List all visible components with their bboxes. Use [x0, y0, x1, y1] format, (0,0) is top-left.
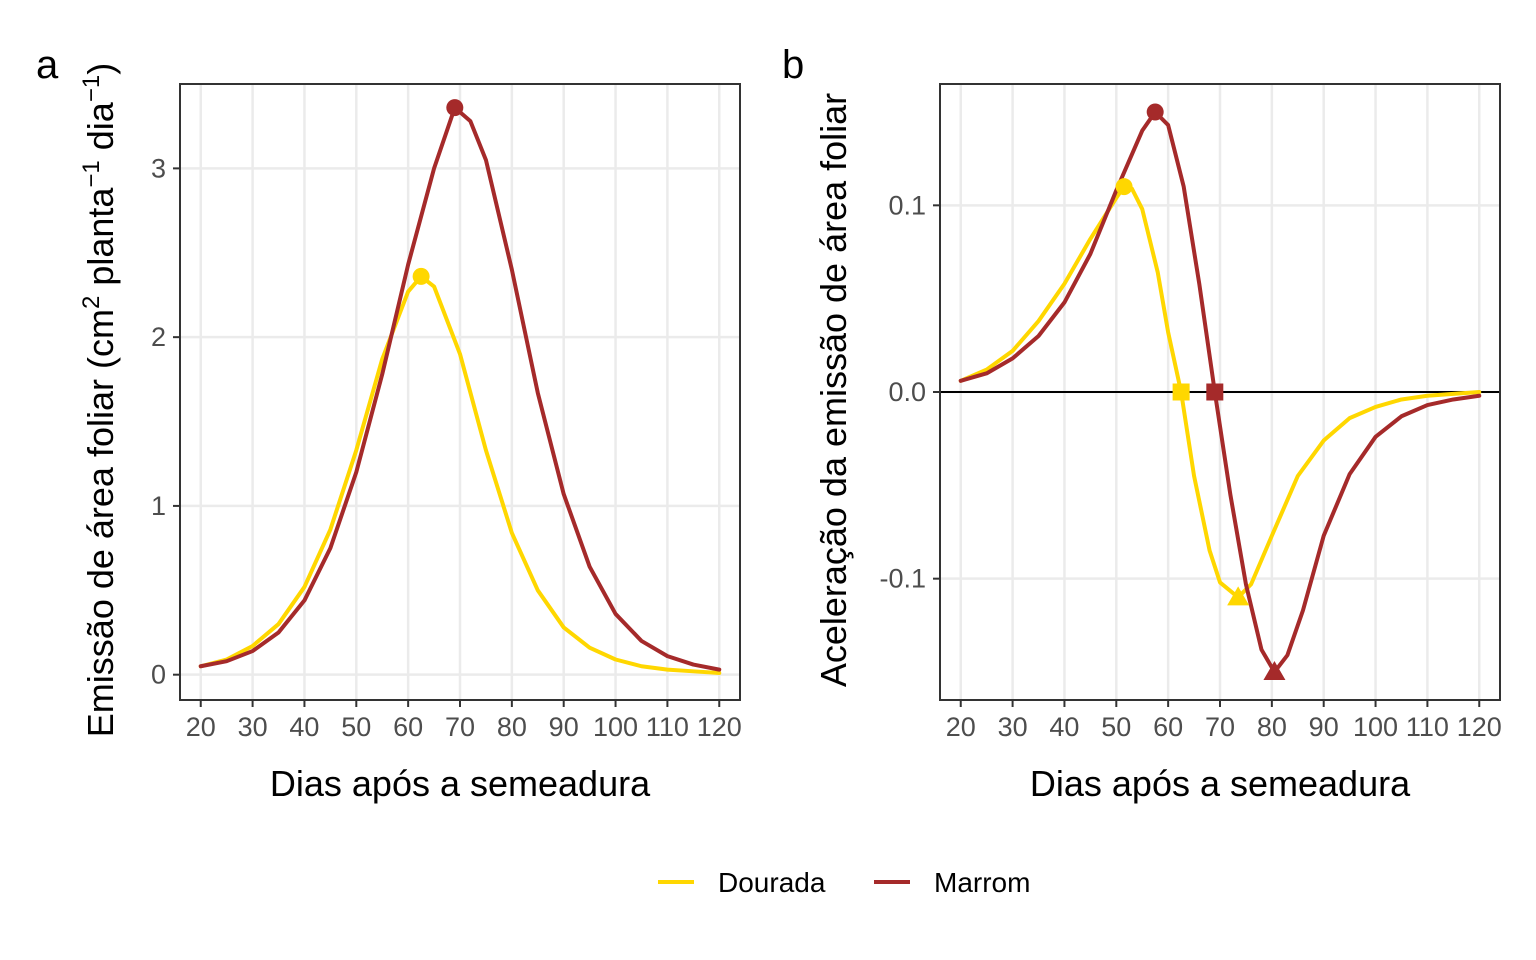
y-axis-title: Aceleração da emissão de área foliar [813, 93, 854, 687]
marker-circle-marrom [1146, 103, 1164, 121]
panel-b-chart: 20 30 40 50 60 70 80 90 100 110 120 -0.1 0.0 0.1 b Dias… [782, 43, 1502, 804]
x-tick-label: 100 [1353, 712, 1398, 742]
y-tick-label: 0.0 [888, 377, 926, 407]
series-line-marrom [198, 105, 722, 672]
x-tick-label: 40 [289, 712, 319, 742]
y-axis-title-part: Emissão de área foliar (cm [80, 309, 121, 737]
y-axis-title-part: dia [80, 101, 121, 160]
marker-square-marrom [1206, 383, 1224, 401]
y-tick-label: -0.1 [879, 564, 926, 594]
x-tick-label: 110 [646, 712, 689, 742]
x-tick-label: 120 [1457, 712, 1502, 742]
x-tick-label: 120 [697, 712, 742, 742]
panel-tag: b [782, 43, 804, 87]
series-line-dourada [958, 184, 1482, 600]
y-axis-title-part: ) [80, 63, 121, 75]
series-line-marrom [958, 110, 1482, 674]
y-axis-title: Emissão de área foliar (cm2 planta−1 dia… [78, 63, 121, 737]
y-tick-label: 3 [151, 153, 166, 183]
x-tick-label: 50 [341, 712, 371, 742]
x-tick-label: 20 [186, 712, 216, 742]
y-axis-title-sup: −1 [78, 75, 105, 102]
y-tick-label: 0 [151, 660, 166, 690]
x-axis-title: Dias após a semeadura [1030, 763, 1411, 804]
x-tick-label: 60 [1153, 712, 1183, 742]
x-tick-label: 20 [946, 712, 976, 742]
x-tick-label: 80 [1257, 712, 1287, 742]
legend-label-marrom: Marrom [934, 867, 1030, 898]
panel-tag: a [36, 43, 59, 87]
x-tick-label: 30 [238, 712, 268, 742]
x-tick-label: 110 [1406, 712, 1449, 742]
x-tick-label: 30 [998, 712, 1028, 742]
y-tick-label: 2 [151, 322, 166, 352]
y-axis-title-sup: −1 [78, 160, 105, 187]
x-tick-label: 40 [1049, 712, 1079, 742]
marker-triangle-marrom [1263, 661, 1286, 680]
series-line-dourada [198, 274, 722, 675]
marker-square-dourada [1172, 383, 1190, 401]
y-tick-label: 1 [151, 491, 166, 521]
panel-a-chart: 20 30 40 50 60 70 80 90 100 110 120 0 1 2 3 a Dias após … [36, 43, 742, 804]
x-tick-label: 70 [1205, 712, 1235, 742]
x-tick-label: 90 [1309, 712, 1339, 742]
x-tick-label: 70 [445, 712, 475, 742]
marker-circle-dourada [412, 267, 430, 285]
x-tick-label: 90 [549, 712, 579, 742]
y-axis-title-sup: 2 [78, 296, 105, 309]
y-tick-label: 0.1 [888, 190, 926, 220]
x-tick-label: 80 [497, 712, 527, 742]
x-axis-title: Dias após a semeadura [270, 763, 651, 804]
y-axis-title-part: planta [80, 187, 121, 296]
marker-circle-dourada [1115, 178, 1133, 196]
x-tick-label: 50 [1101, 712, 1131, 742]
x-tick-label: 60 [393, 712, 423, 742]
x-tick-label: 100 [593, 712, 638, 742]
legend-label-dourada: Dourada [718, 867, 826, 898]
marker-circle-marrom [446, 99, 464, 117]
marker-triangle-dourada [1227, 586, 1250, 606]
legend: Dourada Marrom [658, 867, 1030, 898]
